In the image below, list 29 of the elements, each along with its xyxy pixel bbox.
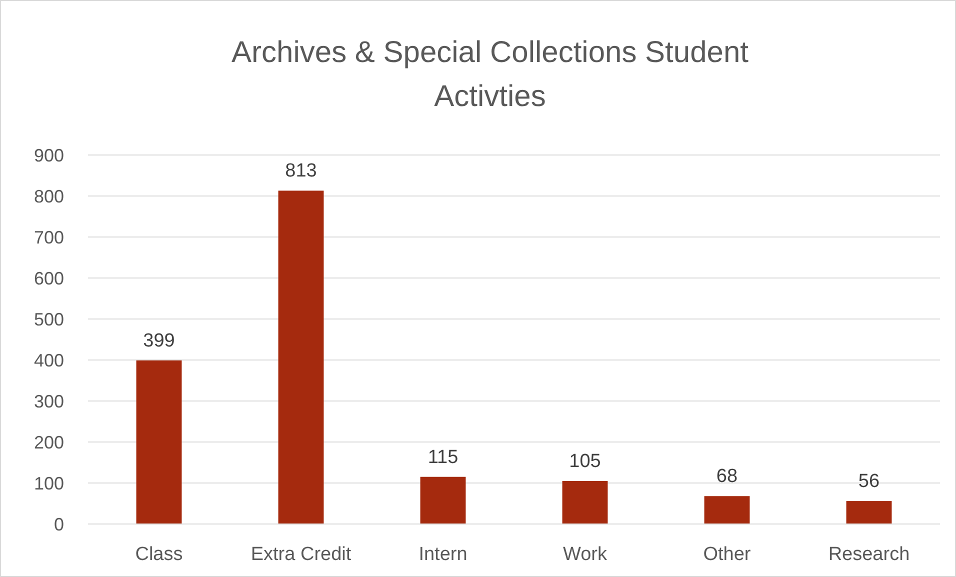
x-tick-label: Class (135, 544, 183, 565)
y-tick-label: 400 (34, 350, 64, 370)
bar (846, 501, 892, 524)
chart-title: Archives & Special Collections Student Activties (232, 36, 750, 113)
bar (562, 480, 608, 524)
y-tick-label: 500 (34, 309, 64, 330)
x-tick-label: Extra Credit (250, 544, 352, 565)
data-label: 68 (716, 466, 738, 488)
y-tick-label: 0 (54, 514, 64, 534)
data-label: 813 (285, 160, 317, 182)
y-tick-label: 600 (34, 268, 64, 288)
y-tick-label: 900 (34, 145, 64, 166)
x-tick-label: Research (828, 544, 910, 565)
data-label: 399 (143, 330, 175, 352)
x-tick-label: Work (563, 544, 608, 565)
y-tick-label: 800 (34, 186, 64, 206)
y-tick-label: 300 (34, 391, 64, 412)
x-tick-label: Intern (418, 544, 468, 565)
data-label: 56 (858, 471, 880, 492)
y-tick-label: 700 (34, 227, 64, 248)
data-label: 115 (428, 446, 458, 468)
bar (704, 496, 750, 524)
bar (136, 360, 182, 524)
data-label: 105 (569, 450, 601, 472)
bar (278, 190, 324, 524)
y-tick-label: 100 (34, 473, 64, 494)
x-tick-label: Other (703, 544, 752, 565)
bar (420, 476, 466, 524)
y-tick-label: 200 (34, 432, 64, 452)
